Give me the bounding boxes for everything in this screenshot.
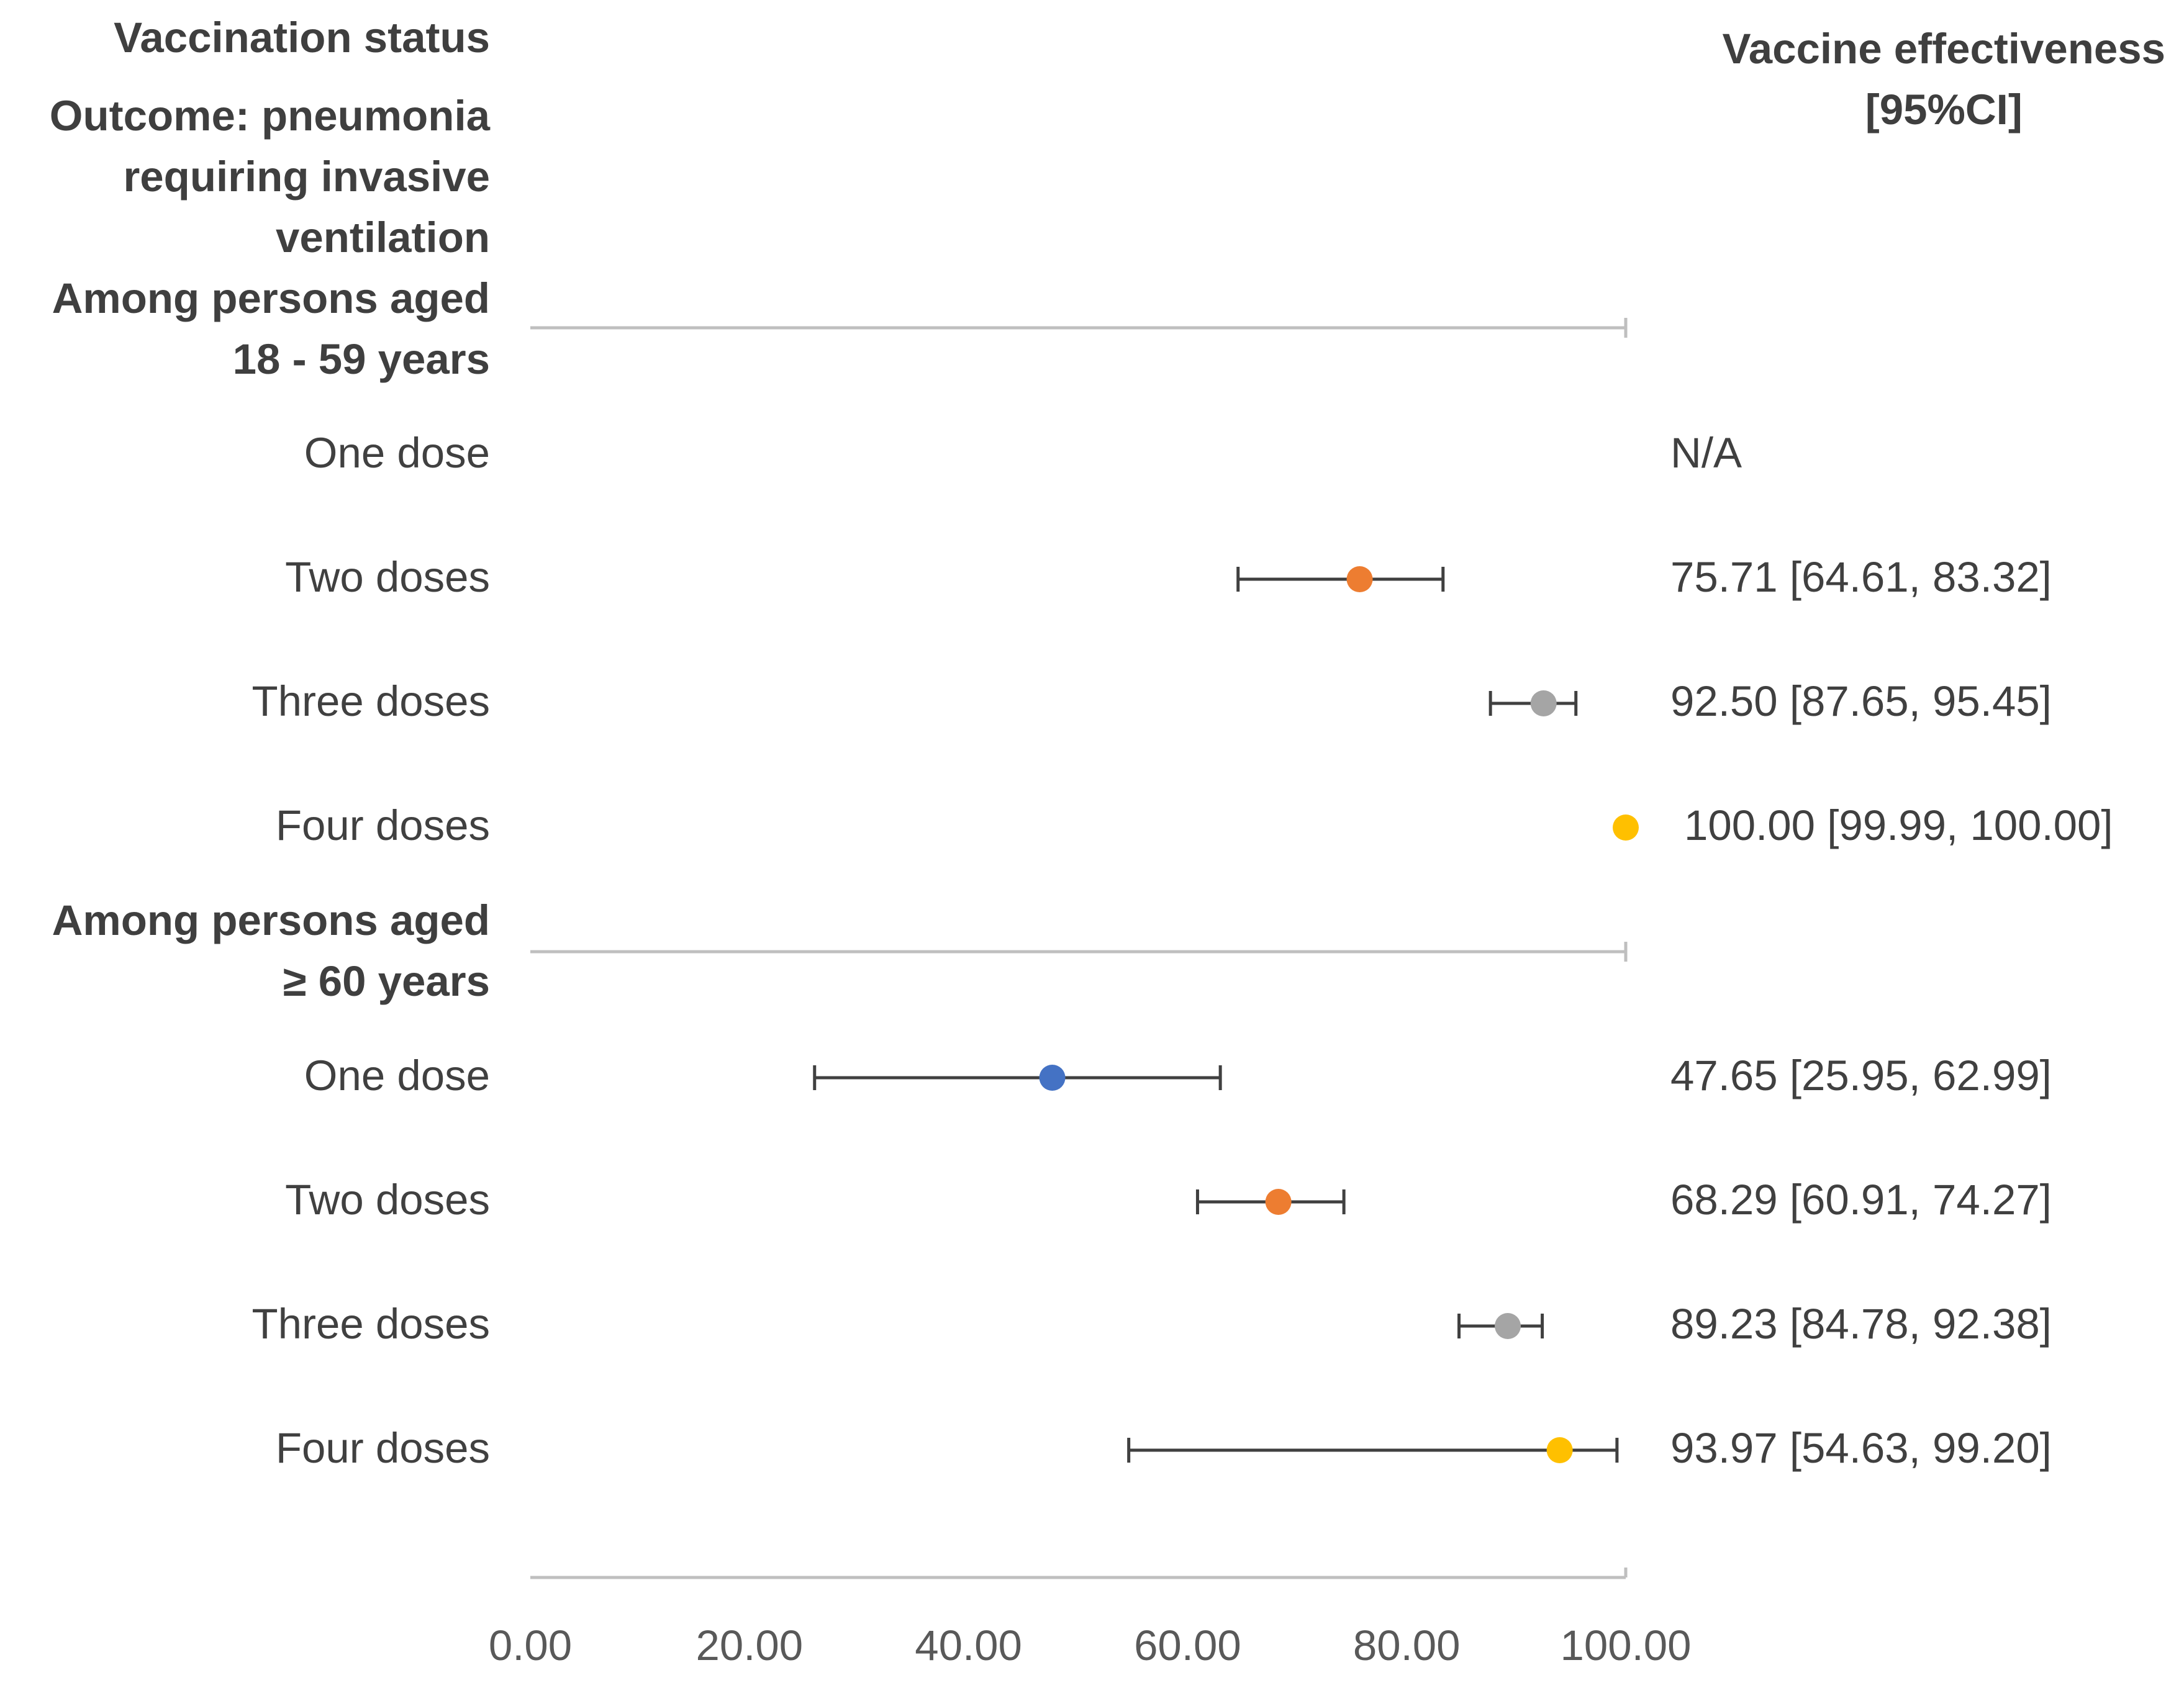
x-tick-label-1: 20.00 <box>696 1622 803 1669</box>
g1-row-1-ve: N/A <box>1670 429 1742 477</box>
x-tick-label-5: 100.00 <box>1560 1622 1691 1669</box>
x-tick-label-0: 0.00 <box>489 1622 572 1669</box>
outcome-line-1: Outcome: pneumonia <box>49 92 490 140</box>
group-2-label-line-2: ≥ 60 years <box>283 957 490 1005</box>
g1-row-2-point <box>1346 566 1373 592</box>
g1-row-4-ve: 100.00 [99.99, 100.00] <box>1684 801 2113 849</box>
g2-row-4-point <box>1546 1437 1573 1463</box>
g1-row-1-label: One dose <box>304 429 490 477</box>
x-tick-label-2: 40.00 <box>915 1622 1022 1669</box>
group-1-label-line-2: 18 - 59 years <box>232 335 490 383</box>
left-header-title: Vaccination status <box>114 14 490 61</box>
outcome-line-3: ventilation <box>275 214 490 261</box>
g2-row-4-ve: 93.97 [54.63, 99.20] <box>1670 1424 2052 1472</box>
g2-row-3-label: Three doses <box>251 1300 490 1348</box>
g1-row-3-point <box>1530 690 1557 716</box>
g1-row-3-label: Three doses <box>251 677 490 725</box>
g2-row-2-point <box>1265 1189 1292 1215</box>
group-1-label-line-1: Among persons aged <box>52 274 490 322</box>
right-header-line-2: [95%CI] <box>1865 86 2023 133</box>
g2-row-1-label: One dose <box>304 1052 490 1099</box>
g2-row-2-label: Two doses <box>285 1176 490 1224</box>
right-header: Vaccine effectiveness [95%CI] <box>1723 19 2165 140</box>
g2-row-1-point <box>1039 1065 1066 1091</box>
right-header-line-1: Vaccine effectiveness <box>1722 25 2165 73</box>
g1-row-4-label: Four doses <box>275 801 490 849</box>
g2-row-3-ve: 89.23 [84.78, 92.38] <box>1670 1300 2052 1348</box>
x-tick-label-4: 80.00 <box>1353 1622 1461 1669</box>
outcome-line-2: requiring invasive <box>123 153 490 201</box>
g2-row-1-ve: 47.65 [25.95, 62.99] <box>1670 1052 2052 1099</box>
group-2-label-line-1: Among persons aged <box>52 896 490 944</box>
g1-row-2-ve: 75.71 [64.61, 83.32] <box>1670 553 2052 601</box>
g1-row-2-label: Two doses <box>285 553 490 601</box>
g2-row-4-label: Four doses <box>275 1424 490 1472</box>
g2-row-3-point <box>1495 1313 1521 1339</box>
g1-row-4-point <box>1613 814 1639 841</box>
g1-row-3-ve: 92.50 [87.65, 95.45] <box>1670 677 2052 725</box>
x-tick-label-3: 60.00 <box>1134 1622 1241 1669</box>
g2-row-2-ve: 68.29 [60.91, 74.27] <box>1670 1176 2052 1224</box>
